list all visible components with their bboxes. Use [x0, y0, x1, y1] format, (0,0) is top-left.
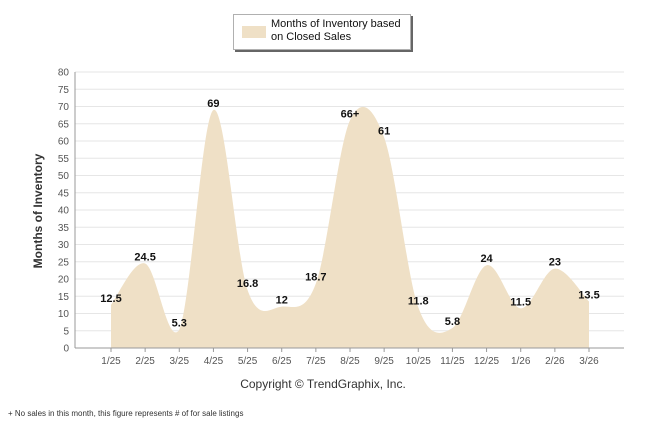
x-tick-label: 1/25: [101, 356, 121, 367]
x-tick-label: 9/25: [374, 356, 394, 367]
data-label: 66+: [341, 108, 360, 120]
area-series: [111, 106, 589, 348]
x-tick-label: 3/25: [170, 356, 190, 367]
data-label: 18.7: [305, 271, 326, 283]
y-axis-title: Months of Inventory: [31, 153, 45, 268]
data-label: 12.5: [100, 293, 121, 305]
legend-label-line1: Months of Inventory based: [271, 18, 401, 30]
y-tick-label: 65: [58, 119, 70, 130]
y-tick-label: 25: [58, 257, 70, 268]
y-tick-label: 75: [58, 85, 70, 96]
y-tick-labels: 0 5 10 15 20 25 30 35 40 45 50 55 60 65 70 75 80: [58, 68, 70, 355]
y-tick-label: 70: [58, 102, 70, 113]
x-tick-labels: 1/25 2/25 3/25 4/25 5/25 6/25 7/25 8/25 9/25 10/2…: [101, 356, 599, 367]
x-tick-label: 10/25: [406, 356, 431, 367]
data-label: 69: [207, 98, 219, 110]
data-label: 11.5: [510, 296, 531, 308]
data-label: 5.8: [445, 316, 460, 328]
footnote: + No sales in this month, this figure re…: [8, 409, 244, 418]
y-tick-label: 80: [58, 68, 70, 79]
y-tick-label: 20: [58, 275, 70, 286]
x-tick-label: 6/25: [272, 356, 292, 367]
x-tick-label: 8/25: [340, 356, 360, 367]
legend-label: Months of Inventory based on Closed Sale…: [271, 18, 411, 44]
copyright-text: Copyright © TrendGraphix, Inc.: [240, 377, 406, 391]
legend: Months of Inventory based on Closed Sale…: [233, 14, 411, 50]
x-tick-label: 2/26: [545, 356, 565, 367]
y-tick-label: 15: [58, 292, 70, 303]
x-tick-label: 3/26: [579, 356, 599, 367]
y-tick-label: 0: [63, 344, 69, 355]
x-tick-label: 2/25: [135, 356, 155, 367]
legend-swatch: [242, 26, 266, 38]
x-tick-label: 7/25: [306, 356, 326, 367]
y-tick-label: 5: [63, 326, 69, 337]
x-tick-label: 12/25: [474, 356, 499, 367]
y-tick-label: 10: [58, 309, 70, 320]
y-tick-label: 60: [58, 137, 70, 148]
data-labels: 12.5 24.5 5.3 69 16.8 12 18.7 66+ 61 11.8 5.8 24 11.…: [100, 98, 599, 330]
y-tick-label: 30: [58, 240, 70, 251]
legend-label-line2: on Closed Sales: [271, 31, 352, 43]
y-tick-label: 50: [58, 171, 70, 182]
y-tick-label: 45: [58, 188, 70, 199]
data-label: 24.5: [134, 251, 155, 263]
data-label: 13.5: [578, 289, 599, 301]
data-label: 12: [276, 295, 288, 307]
axes: [74, 72, 624, 352]
y-tick-label: 55: [58, 154, 70, 165]
data-label: 16.8: [237, 278, 258, 290]
series-area: [111, 106, 589, 348]
data-label: 11.8: [408, 295, 429, 307]
x-tick-label: 4/25: [204, 356, 224, 367]
data-label: 5.3: [172, 318, 187, 330]
x-tick-label: 11/25: [440, 356, 465, 367]
x-tick-label: 1/26: [511, 356, 531, 367]
y-tick-label: 35: [58, 223, 70, 234]
data-label: 23: [549, 257, 561, 269]
y-tick-label: 40: [58, 206, 70, 217]
x-tick-label: 5/25: [238, 356, 258, 367]
data-label: 24: [480, 253, 493, 265]
data-label: 61: [378, 126, 390, 138]
